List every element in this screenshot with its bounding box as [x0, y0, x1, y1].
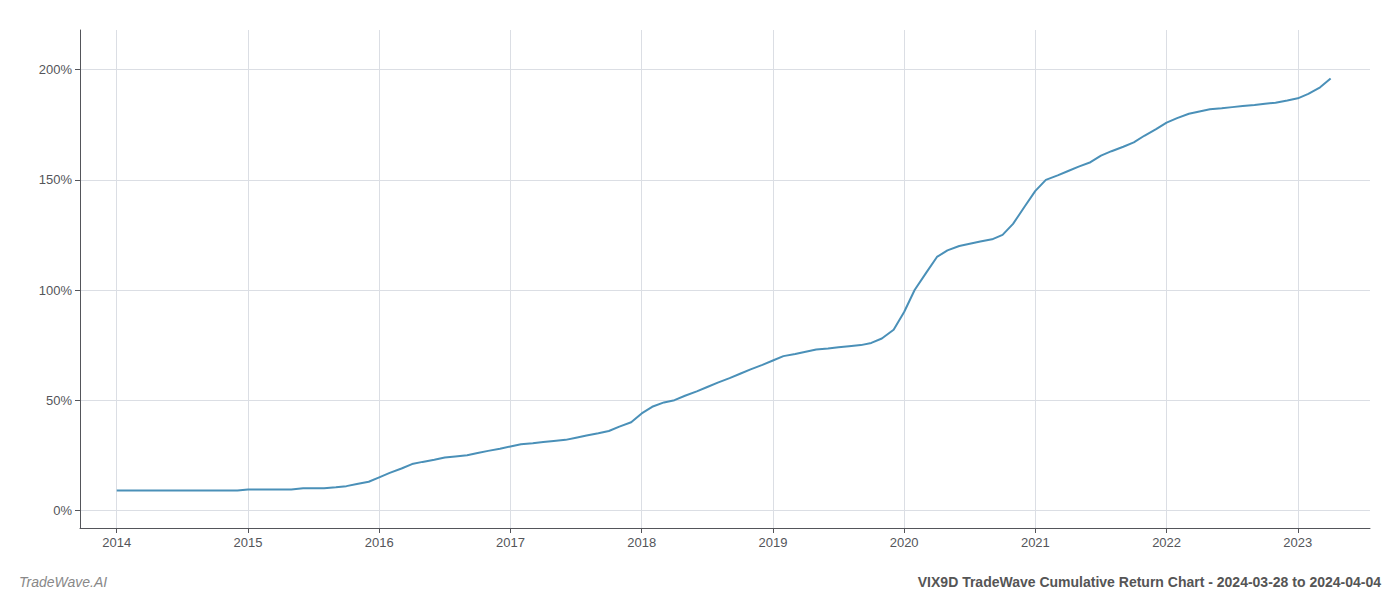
svg-text:2020: 2020: [890, 535, 919, 550]
svg-text:2014: 2014: [102, 535, 131, 550]
svg-text:50%: 50%: [46, 393, 72, 408]
svg-text:2017: 2017: [496, 535, 525, 550]
svg-text:2018: 2018: [627, 535, 656, 550]
svg-text:2015: 2015: [234, 535, 263, 550]
svg-text:150%: 150%: [39, 172, 73, 187]
svg-text:2016: 2016: [365, 535, 394, 550]
svg-text:100%: 100%: [39, 283, 73, 298]
svg-text:2019: 2019: [758, 535, 787, 550]
svg-text:200%: 200%: [39, 62, 73, 77]
svg-text:VIX9D TradeWave Cumulative Ret: VIX9D TradeWave Cumulative Return Chart …: [918, 574, 1381, 590]
svg-text:2023: 2023: [1283, 535, 1312, 550]
svg-text:2022: 2022: [1152, 535, 1181, 550]
svg-text:TradeWave.AI: TradeWave.AI: [19, 574, 107, 590]
svg-text:2021: 2021: [1021, 535, 1050, 550]
svg-text:0%: 0%: [53, 503, 72, 518]
